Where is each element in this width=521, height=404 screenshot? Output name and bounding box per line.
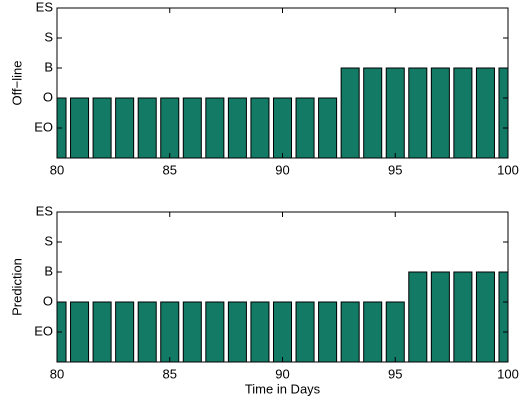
y-tick-label: S <box>44 233 53 248</box>
plot-area <box>57 271 508 362</box>
bar <box>250 301 270 362</box>
bar <box>363 67 383 158</box>
x-tick-label: 85 <box>163 366 177 381</box>
bar <box>227 301 247 362</box>
bar <box>70 301 90 362</box>
x-tick-label: 95 <box>388 162 402 177</box>
y-tick-label: ES <box>36 203 54 218</box>
bar <box>182 97 202 158</box>
bar <box>475 271 495 362</box>
bar <box>363 301 383 362</box>
y-tick-label: EO <box>34 119 53 134</box>
bar <box>227 97 247 158</box>
x-tick-label: 90 <box>275 366 289 381</box>
x-tick-label: 80 <box>50 162 64 177</box>
bar <box>318 301 338 362</box>
bar <box>295 97 315 158</box>
bar <box>137 97 157 158</box>
x-tick-label: 90 <box>275 162 289 177</box>
y-tick-label: O <box>43 293 53 308</box>
bar <box>340 67 360 158</box>
bar <box>182 301 202 362</box>
bar <box>272 301 293 362</box>
bar <box>272 97 293 158</box>
bar <box>453 67 473 158</box>
bar <box>137 301 157 362</box>
bar <box>250 97 270 158</box>
bar <box>115 97 135 158</box>
bar <box>340 301 360 362</box>
bar <box>160 97 180 158</box>
x-tick-label: 95 <box>388 366 402 381</box>
bar <box>115 301 135 362</box>
bar <box>453 271 473 362</box>
bar <box>160 301 180 362</box>
bar <box>385 301 405 362</box>
bar <box>295 301 315 362</box>
x-tick-label: 85 <box>163 162 177 177</box>
bar <box>498 67 508 158</box>
y-tick-label: EO <box>34 323 53 338</box>
y-axis-label: Off−line <box>9 61 24 106</box>
bar <box>92 301 112 362</box>
bar <box>205 301 225 362</box>
bar <box>475 67 495 158</box>
bar <box>408 271 428 362</box>
y-tick-label: B <box>44 263 53 278</box>
bar <box>205 97 225 158</box>
y-tick-label: B <box>44 59 53 74</box>
bar <box>408 67 428 158</box>
bar <box>498 271 508 362</box>
plot-area <box>57 67 508 158</box>
x-axis-label: Time in Days <box>245 381 321 396</box>
bar <box>92 97 112 158</box>
x-tick-label: 80 <box>50 366 64 381</box>
y-axis-label: Prediction <box>9 258 24 316</box>
bar <box>70 97 90 158</box>
bar <box>430 271 450 362</box>
y-tick-label: S <box>44 29 53 44</box>
x-tick-label: 100 <box>497 366 519 381</box>
bar <box>430 67 450 158</box>
bar <box>385 67 405 158</box>
y-tick-label: O <box>43 89 53 104</box>
x-tick-label: 100 <box>497 162 519 177</box>
bar <box>318 97 338 158</box>
y-tick-label: ES <box>36 0 54 14</box>
